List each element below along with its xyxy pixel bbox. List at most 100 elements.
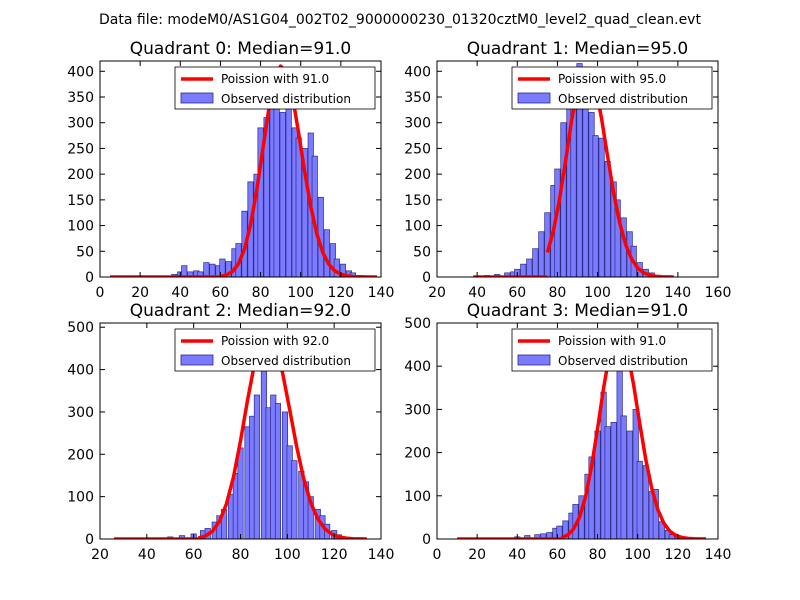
quadrant-1-x-tick-label: 140 — [664, 285, 691, 301]
quadrant-2-bar — [291, 460, 298, 539]
quadrant-2-bar — [274, 403, 282, 539]
quadrant-1-poisson-line — [545, 66, 674, 277]
quadrant-2-x-tick-label: 120 — [321, 547, 348, 563]
quadrant-0-axes-frame — [99, 60, 382, 278]
quadrant-1-y-tick-label: 100 — [404, 219, 431, 235]
quadrant-0-bar — [219, 258, 226, 277]
quadrant-0-poisson-line — [220, 64, 377, 277]
quadrant-3-legend: Poission with 91.0 Observed distribution — [511, 328, 713, 372]
quadrant-1-bar — [598, 137, 605, 277]
quadrant-1-y-tick-label: 300 — [404, 116, 431, 132]
quadrant-1-y-tick-label: 350 — [404, 90, 431, 106]
quadrant-0-y-tick-label: 400 — [67, 64, 94, 80]
quadrant-3-x-tick-label: 20 — [468, 547, 486, 563]
quadrant-0-legend-bar-swatch — [180, 92, 214, 104]
quadrant-0-legend-box — [174, 66, 376, 110]
quadrant-1-y-tick-label: 400 — [404, 64, 431, 80]
quadrant-0-bar — [301, 148, 308, 277]
quadrant-0-y-tick-label: 50 — [76, 244, 94, 260]
quadrant-1-legend: Poission with 95.0 Observed distribution — [511, 66, 713, 110]
quadrant-1-y-tick-label: 150 — [404, 193, 431, 209]
quadrant-1-bar — [560, 122, 567, 277]
quadrant-2-x-tick-label: 20 — [91, 547, 109, 563]
quadrant-0-bar — [285, 86, 292, 277]
quadrant-3-poisson-line — [560, 332, 707, 539]
quadrant-3-y-tick-label: 400 — [404, 359, 431, 375]
quadrant-0-x-tick-label: 120 — [327, 285, 354, 301]
quadrant-1-bar — [592, 135, 599, 277]
quadrant-2-chart: Quadrant 2: Median=92.0 20 40 60 80 100 120 140… — [67, 301, 394, 563]
quadrant-1-legend-line-label: Poission with 95.0 — [558, 72, 666, 86]
quadrant-1-bar — [576, 63, 583, 277]
quadrant-1-y-tick-label: 50 — [413, 244, 431, 260]
quadrant-1-x-tick-label: 100 — [584, 285, 611, 301]
quadrant-0-x-tick-label: 100 — [287, 285, 314, 301]
quadrant-1-y-tick-label: 0 — [422, 270, 431, 286]
quadrant-1-x-tick-label: 120 — [624, 285, 651, 301]
quadrant-0-x-tick-label: 80 — [252, 285, 270, 301]
quadrant-1-bar — [532, 248, 539, 277]
quadrant-3-legend-line-label: Poission with 91.0 — [558, 334, 666, 348]
quadrant-2-y-tick-label: 300 — [67, 405, 94, 421]
quadrant-3-legend-bar-label: Observed distribution — [558, 354, 688, 368]
quadrant-3-axes-frame — [436, 322, 719, 540]
quadrant-3-x-tick-label: 80 — [589, 547, 607, 563]
quadrant-0-legend: Poission with 91.0 Observed distribution — [174, 66, 376, 110]
quadrant-1-x-tick-label: 20 — [428, 285, 446, 301]
quadrant-3-bar — [546, 532, 553, 539]
quadrant-0-y-tick-label: 350 — [67, 90, 94, 106]
quadrant-0-x-tick-label: 140 — [368, 285, 395, 301]
quadrant-3-x-tick-label: 0 — [433, 547, 442, 563]
quadrant-2-y-tick-label: 400 — [67, 363, 94, 379]
quadrant-3-y-tick-label: 500 — [404, 316, 431, 332]
quadrant-0-legend-line-label: Poission with 91.0 — [221, 72, 329, 86]
quadrant-2-x-tick-label: 60 — [185, 547, 203, 563]
quadrant-0-x-tick-label: 40 — [171, 285, 189, 301]
quadrant-1-chart: Quadrant 1: Median=95.0 20 40 60 80 100 120 140… — [404, 39, 731, 301]
quadrant-3-bar — [626, 430, 633, 539]
quadrant-0-y-tick-label: 0 — [85, 270, 94, 286]
quadrant-2-legend: Poission with 92.0 Observed distribution — [174, 328, 376, 372]
quadrant-1-axes-frame — [436, 60, 719, 278]
quadrant-2-bar — [253, 394, 260, 539]
quadrant-3-bar — [636, 460, 643, 539]
quadrant-2-y-tick-label: 0 — [85, 532, 94, 548]
quadrant-0-y-tick-label: 150 — [67, 193, 94, 209]
quadrant-0-title: Quadrant 0: Median=91.0 — [130, 39, 352, 59]
quadrant-2-y-tick-label: 200 — [67, 447, 94, 463]
quadrant-0-chart: Quadrant 0: Median=91.0 0 20 40 60 80 100 120 14… — [67, 39, 394, 301]
quadrant-2-legend-line-label: Poission with 92.0 — [221, 334, 329, 348]
quadrant-0-y-tick-label: 100 — [67, 219, 94, 235]
quadrant-3-x-tick-label: 40 — [508, 547, 526, 563]
quadrant-1-x-tick-label: 60 — [508, 285, 526, 301]
quadrant-0-bar — [225, 261, 232, 277]
quadrant-3-y-tick-label: 200 — [404, 446, 431, 462]
quadrant-1-legend-bar-swatch — [517, 92, 551, 104]
quadrant-3-x-tick-label: 100 — [624, 547, 651, 563]
quadrant-1-bar — [604, 160, 611, 277]
quadrant-3-bar — [610, 422, 617, 539]
quadrant-3-x-tick-label: 60 — [549, 547, 567, 563]
quadrant-3-y-tick-label: 0 — [422, 532, 431, 548]
quadrant-2-legend-bar-swatch — [180, 354, 214, 366]
figure-title: Data file: modeM0/AS1G04_002T02_90000002… — [99, 12, 701, 28]
quadrant-1-bar — [538, 231, 545, 277]
quadrant-2-y-tick-label: 100 — [67, 490, 94, 506]
quadrant-0-bar — [187, 271, 194, 277]
quadrant-0-y-tick-label: 250 — [67, 141, 94, 157]
quadrant-2-x-tick-label: 80 — [232, 547, 250, 563]
quadrant-1-y-tick-label: 250 — [404, 141, 431, 157]
quadrant-0-x-tick-label: 0 — [96, 285, 105, 301]
quadrant-2-y-tick-label: 500 — [67, 320, 94, 336]
quadrant-2-plot-area — [114, 329, 367, 539]
quadrant-1-legend-box — [511, 66, 713, 110]
quadrant-0-y-tick-label: 300 — [67, 116, 94, 132]
quadrant-2-poisson-line — [197, 329, 367, 539]
quadrant-2-legend-bar-label: Observed distribution — [221, 354, 351, 368]
quadrant-1-x-tick-label: 40 — [468, 285, 486, 301]
quadrant-3-legend-bar-swatch — [517, 354, 551, 366]
quadrant-0-x-tick-label: 60 — [212, 285, 230, 301]
quadrant-1-title: Quadrant 1: Median=95.0 — [467, 39, 689, 59]
quadrant-3-x-tick-label: 140 — [705, 547, 732, 563]
